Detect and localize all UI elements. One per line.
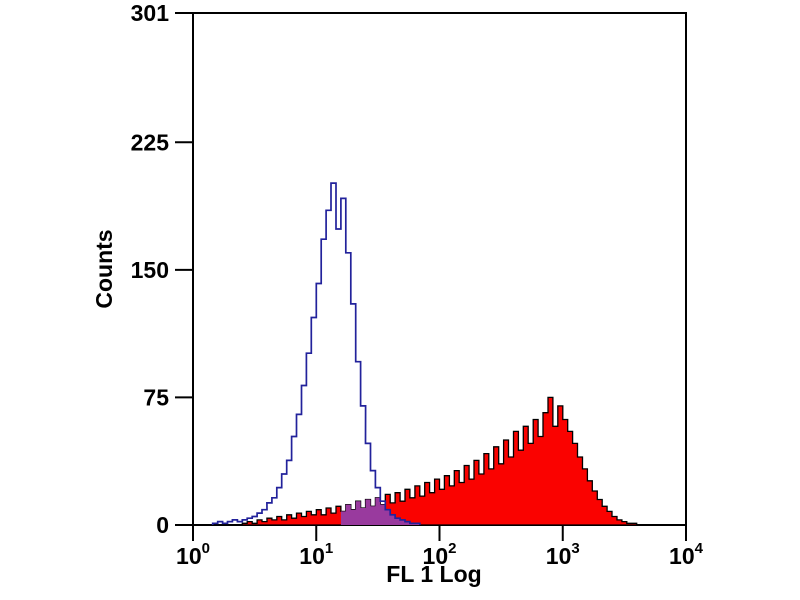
x-tick-label: 103 [546,540,580,569]
y-axis-label: Counts [91,229,117,308]
x-tick-label: 100 [176,540,210,569]
x-axis-label: FL 1 Log [386,561,481,587]
y-tick-label: 150 [131,257,169,283]
x-tick-label: 104 [669,540,704,569]
y-tick-label: 0 [156,512,169,538]
y-tick-label: 225 [131,129,170,155]
y-tick-label: 75 [143,384,169,410]
histogram-red-filled [241,396,638,526]
y-tick-label: 301 [131,0,170,26]
x-tick-label: 101 [299,540,333,569]
histogram-blue-open [211,182,421,525]
plot-frame [192,12,687,526]
